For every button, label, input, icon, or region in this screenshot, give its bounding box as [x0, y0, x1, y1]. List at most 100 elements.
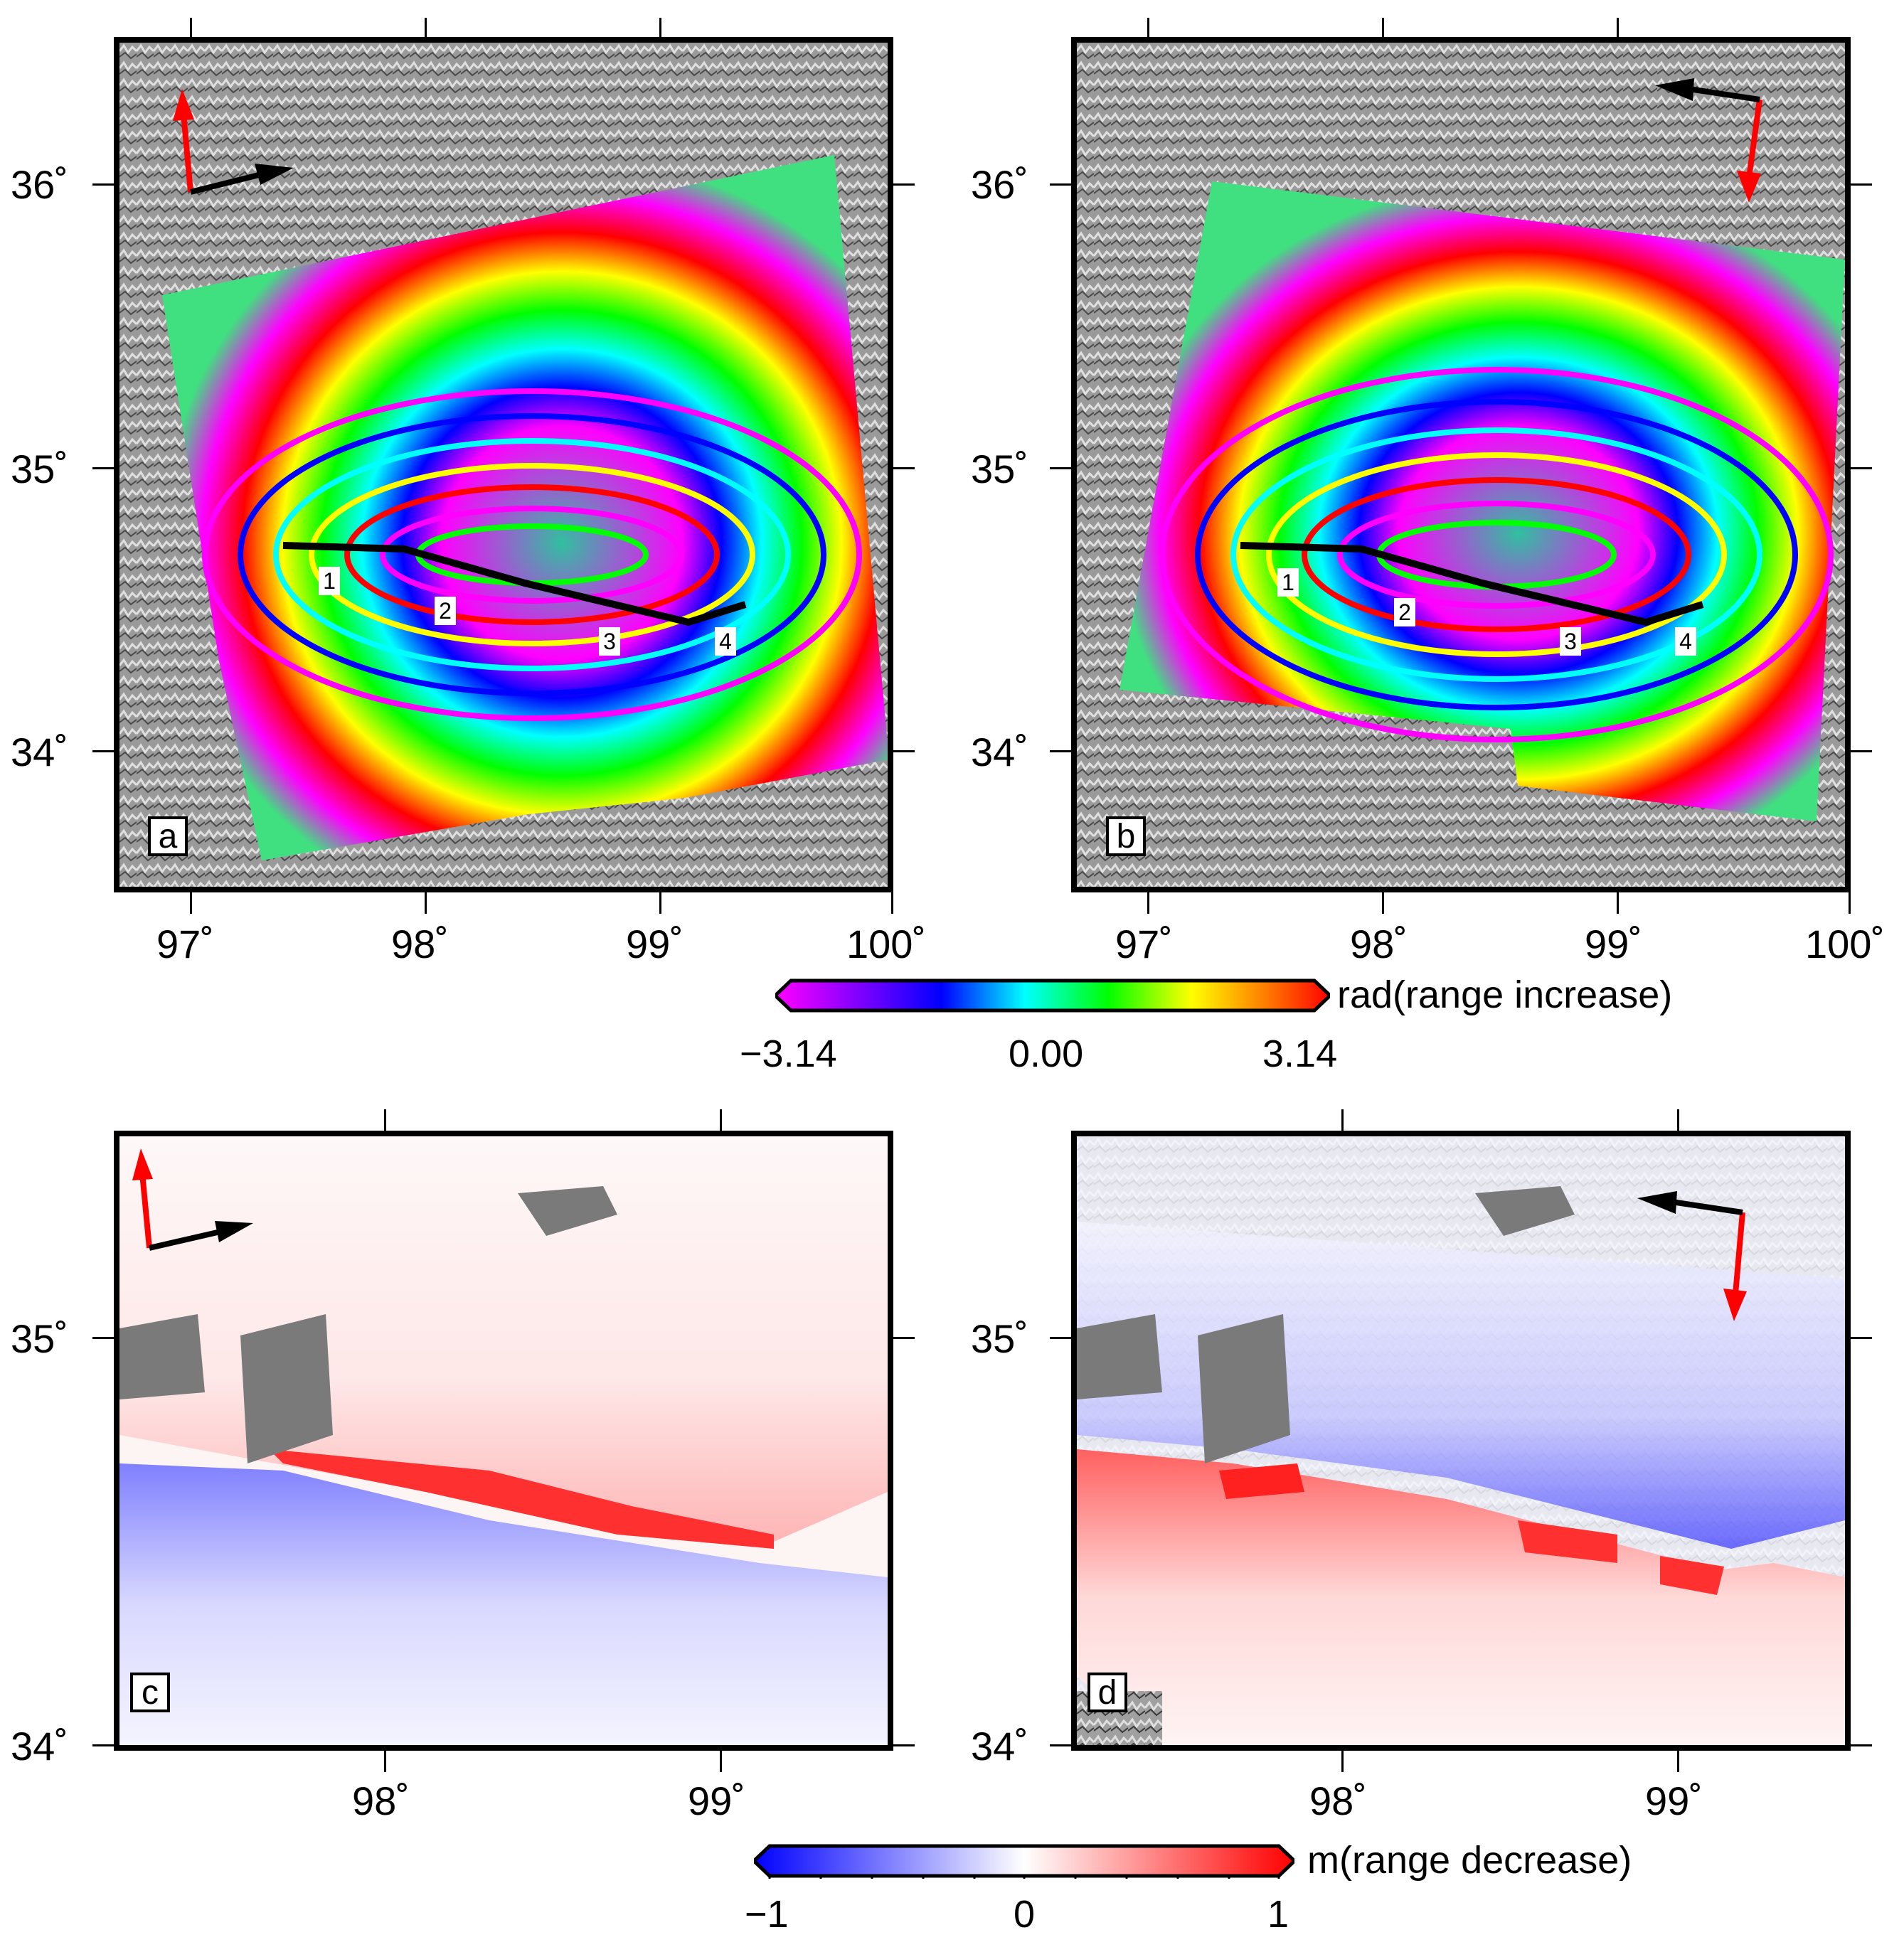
lat-label-b-35: 35˚ — [971, 447, 1028, 491]
panel-d-image — [1077, 1136, 1845, 1745]
tick-b-34-r — [1851, 750, 1872, 752]
tick-b-99-top — [1617, 18, 1619, 39]
tick-c-35 — [92, 1337, 114, 1339]
tick-a-35-r — [893, 467, 915, 469]
tick-d-98-top — [1341, 1109, 1344, 1131]
tick-d-99-top — [1677, 1109, 1679, 1131]
tick-b-99-bot — [1617, 892, 1619, 914]
tick-c-34 — [92, 1744, 114, 1746]
tick-a-99-bot — [659, 892, 661, 914]
tick-d-99-bot — [1677, 1751, 1679, 1772]
colorbar-phase — [775, 978, 1330, 1013]
lon-label-d-98: 98˚ — [1309, 1778, 1367, 1823]
tick-a-98-bot — [425, 892, 427, 914]
tick-c-35-r — [893, 1337, 915, 1339]
subsidence-lobe-c — [119, 1463, 888, 1745]
tick-d-34 — [1050, 1744, 1071, 1746]
subsidence-lobe-d — [1077, 1222, 1845, 1549]
colorbar-displacement-tick-max: 1 — [1267, 1893, 1289, 1936]
lon-label-a-98: 98˚ — [391, 922, 449, 966]
panel-b-map — [1071, 37, 1851, 892]
tick-a-36-r — [893, 183, 915, 186]
tick-a-97-top — [190, 18, 192, 39]
tick-b-35 — [1050, 467, 1071, 469]
panel-c-map — [114, 1131, 893, 1751]
colorbar-phase-tick-min: −3.14 — [740, 1033, 837, 1075]
lon-label-b-97: 97˚ — [1115, 922, 1173, 966]
tick-c-98-bot — [384, 1751, 386, 1772]
tick-a-34-r — [893, 750, 915, 752]
tick-b-98-bot — [1382, 892, 1384, 914]
lon-label-b-98: 98˚ — [1350, 922, 1408, 966]
tick-d-35 — [1050, 1337, 1071, 1339]
colorbar-displacement-label: m(range decrease) — [1307, 1839, 1632, 1882]
arrow-group-c — [132, 1148, 253, 1251]
lon-label-a-97: 97˚ — [156, 922, 214, 966]
panel-d-map — [1071, 1131, 1851, 1751]
segment-label-b-4: 4 — [1675, 627, 1696, 656]
tick-a-97-bot — [190, 892, 192, 914]
tick-b-35-r — [1851, 467, 1872, 469]
panel-letter-d: d — [1087, 1673, 1127, 1712]
lat-label-c-35: 35˚ — [11, 1316, 68, 1361]
lon-label-b-99: 99˚ — [1585, 922, 1642, 966]
panel-letter-a: a — [148, 816, 188, 856]
panel-a-image — [119, 43, 888, 887]
panel-a-map — [114, 37, 893, 892]
fault-trace-a — [282, 542, 747, 626]
tick-a-99-top — [659, 18, 661, 39]
uplift-lobe-d — [1077, 1449, 1845, 1745]
colorbar-displacement — [754, 1844, 1294, 1879]
segment-label-b-3: 3 — [1560, 627, 1581, 656]
panel-letter-b: b — [1106, 816, 1146, 856]
lat-label-b-34: 34˚ — [971, 730, 1028, 774]
segment-label-a-3: 3 — [599, 627, 620, 656]
segment-label-a-1: 1 — [319, 567, 340, 595]
lat-label-a-36: 36˚ — [11, 162, 68, 207]
tick-a-98-top — [425, 18, 427, 39]
colorbar-phase-tick-mid: 0.00 — [1009, 1033, 1084, 1075]
tick-b-100-bot — [1849, 892, 1851, 914]
arrow-group-a — [173, 89, 294, 195]
arrow-group-b — [1655, 78, 1762, 203]
lat-label-d-35: 35˚ — [971, 1316, 1028, 1361]
lon-label-a-100: 100˚ — [846, 922, 927, 966]
lat-label-a-34: 34˚ — [11, 730, 68, 774]
colorbar-phase-tick-max: 3.14 — [1262, 1033, 1338, 1075]
fault-trace-b — [1240, 542, 1704, 626]
lat-label-b-36: 36˚ — [971, 162, 1028, 207]
tick-d-35-r — [1851, 1337, 1872, 1339]
tick-c-99-top — [720, 1109, 722, 1131]
lon-label-c-99: 99˚ — [688, 1778, 745, 1823]
lon-label-a-99: 99˚ — [626, 922, 684, 966]
segment-label-a-2: 2 — [435, 597, 456, 625]
colorbar-displacement-tick-mid: 0 — [1014, 1893, 1036, 1936]
tick-b-97-bot — [1147, 892, 1149, 914]
lat-label-a-35: 35˚ — [11, 447, 68, 491]
tick-c-99-bot — [720, 1751, 722, 1772]
tick-b-36-r — [1851, 183, 1872, 186]
segment-label-b-2: 2 — [1394, 598, 1415, 626]
tick-b-97-top — [1147, 18, 1149, 39]
panel-letter-c: c — [130, 1673, 170, 1712]
lat-label-c-34: 34˚ — [11, 1724, 68, 1769]
panel-b-image — [1077, 43, 1845, 887]
arrow-group-d — [1637, 1191, 1747, 1321]
colorbar-displacement-tick-min: −1 — [745, 1893, 789, 1936]
tick-a-36 — [92, 183, 114, 186]
tick-b-34 — [1050, 750, 1071, 752]
tick-c-34-r — [893, 1744, 915, 1746]
segment-label-b-1: 1 — [1277, 568, 1299, 597]
tick-a-35 — [92, 467, 114, 469]
tick-b-98-top — [1382, 18, 1384, 39]
lon-label-b-100: 100˚ — [1805, 922, 1886, 966]
lat-label-d-34: 34˚ — [971, 1724, 1028, 1769]
tick-b-36 — [1050, 183, 1071, 186]
colorbar-phase-label: rad(range increase) — [1337, 974, 1673, 1016]
tick-c-98-top — [384, 1109, 386, 1131]
tick-d-34-r — [1851, 1744, 1872, 1746]
panel-c-image — [119, 1136, 888, 1745]
lon-label-c-98: 98˚ — [352, 1778, 410, 1823]
tick-a-34 — [92, 750, 114, 752]
segment-label-a-4: 4 — [715, 627, 736, 656]
